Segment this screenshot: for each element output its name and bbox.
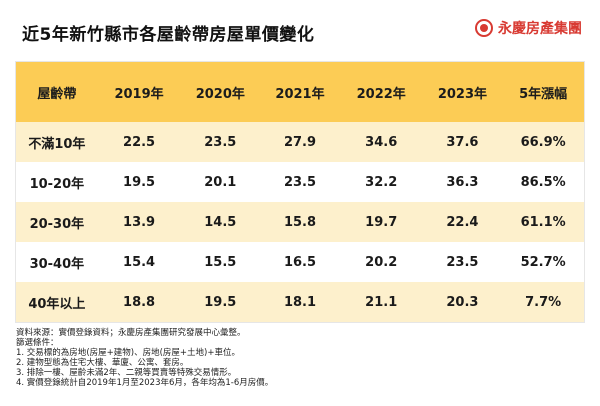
header-cell-2023: 2023年 <box>437 86 488 102</box>
header-cell-2020: 2020年 <box>195 86 245 102</box>
table-cell: 34.6 <box>365 134 398 150</box>
row-label: 不滿10年 <box>28 136 86 152</box>
table-cell: 19.5 <box>204 294 237 310</box>
table-cell: 21.1 <box>365 294 398 310</box>
table-cell: 32.2 <box>365 174 398 190</box>
table-cell: 20.1 <box>204 174 237 190</box>
table-row: 不滿10年 22.5 23.5 27.9 34.6 37.6 66.9% <box>16 122 584 162</box>
table-cell: 15.4 <box>123 254 156 270</box>
source-notes: 資料來源：實價登錄資料；永慶房產集團研究發展中心彙整。 篩選條件： 1. 交易標… <box>16 328 273 388</box>
table-cell: 16.5 <box>283 254 317 270</box>
note-item: 2. 建物型態為住宅大樓、華廈、公寓、套房。 <box>16 358 189 368</box>
header-cell-2019: 2019年 <box>114 86 164 102</box>
note-criteria-heading: 篩選條件： <box>16 338 59 348</box>
table-cell: 36.3 <box>446 174 479 190</box>
table-cell: 14.5 <box>204 214 237 230</box>
table-cell-growth: 86.5% <box>520 174 566 190</box>
table-cell: 18.1 <box>283 294 317 310</box>
table-cell: 22.4 <box>446 214 479 230</box>
table-cell: 18.8 <box>123 294 156 310</box>
row-label: 40年以上 <box>28 296 86 312</box>
table-row: 10-20年 19.5 20.1 23.5 32.2 36.3 86.5% <box>16 162 584 202</box>
table-row: 30-40年 15.4 15.5 16.5 20.2 23.5 52.7% <box>16 242 584 282</box>
brand-logo: 永慶房產集團 <box>475 18 582 38</box>
header-cell-age-band: 屋齡帶 <box>37 86 77 102</box>
price-table: 屋齡帶 2019年 2020年 2021年 2022年 2023年 5年漲幅 不… <box>15 61 585 323</box>
note-item: 3. 排除一樓、屋齡未滿2年、二親等買賣等特殊交易情形。 <box>16 368 237 378</box>
table-cell-growth: 7.7% <box>525 294 562 310</box>
header-cell-2021: 2021年 <box>275 86 325 102</box>
note-source: 資料來源：實價登錄資料；永慶房產集團研究發展中心彙整。 <box>16 328 246 338</box>
table-row: 40年以上 18.8 19.5 18.1 21.1 20.3 7.7% <box>16 282 584 322</box>
table-row: 20-30年 13.9 14.5 15.8 19.7 22.4 61.1% <box>16 202 584 242</box>
table-cell: 20.3 <box>446 294 479 310</box>
table-cell: 23.5 <box>204 134 237 150</box>
table-cell: 13.9 <box>123 214 156 230</box>
table-cell: 22.5 <box>123 134 156 150</box>
table-cell-growth: 66.9% <box>520 134 566 150</box>
table-cell: 27.9 <box>283 134 317 150</box>
brand-name: 永慶房產集團 <box>498 21 582 37</box>
table-cell: 20.2 <box>365 254 398 270</box>
row-label: 30-40年 <box>29 256 85 272</box>
header-cell-2022: 2022年 <box>356 86 406 102</box>
table-cell: 19.7 <box>365 214 398 230</box>
row-label: 10-20年 <box>29 176 85 192</box>
table-cell: 15.8 <box>283 214 317 230</box>
row-label: 20-30年 <box>29 216 85 232</box>
table-cell: 15.5 <box>204 254 237 270</box>
note-item: 4. 實價登錄統計自2019年1月至2023年6月，各年均為1-6月房價。 <box>16 378 274 388</box>
table-cell: 23.5 <box>446 254 479 270</box>
table-cell-growth: 52.7% <box>520 254 566 270</box>
table-cell: 37.6 <box>446 134 479 150</box>
table-header-row: 屋齡帶 2019年 2020年 2021年 2022年 2023年 5年漲幅 <box>16 62 584 122</box>
page-title: 近5年新竹縣市各屋齡帶房屋單價變化 <box>22 25 315 45</box>
note-item: 1. 交易標的為房地(房屋+建物)、房地(房屋+土地)+車位。 <box>16 348 240 358</box>
brand-logo-icon <box>475 19 493 37</box>
header-cell-5yr-growth: 5年漲幅 <box>519 86 568 102</box>
table-cell: 23.5 <box>283 174 317 190</box>
table-cell: 19.5 <box>123 174 156 190</box>
table-cell-growth: 61.1% <box>520 214 566 230</box>
